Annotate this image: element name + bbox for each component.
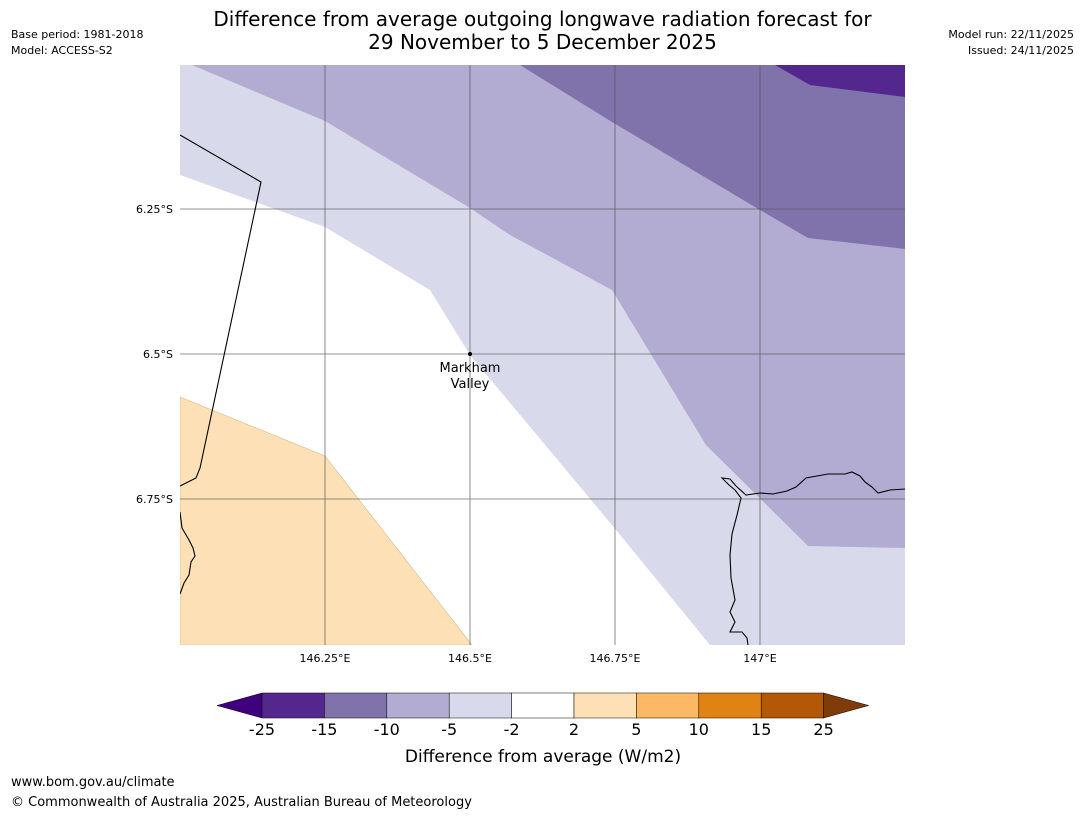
- legend-tick-label: -5: [441, 720, 457, 739]
- footer-url[interactable]: www.bom.gov.au/climate: [11, 775, 175, 790]
- chart-title: Difference from average outgoing longwav…: [0, 8, 1085, 54]
- coastline-east: [720, 471, 905, 645]
- markham-valley-marker[interactable]: [468, 352, 472, 356]
- model-name: Model: ACCESS-S2: [11, 44, 113, 57]
- province-border-line: [180, 134, 262, 487]
- legend-label: Difference from average (W/m2): [405, 747, 681, 767]
- place-label-line-1: Markham: [440, 361, 501, 376]
- footer-copyright: © Commonwealth of Australia 2025, Austra…: [11, 795, 472, 810]
- legend-tick-label: -25: [249, 720, 275, 739]
- place-label-line-2: Valley: [451, 377, 490, 392]
- meta-left: Base period: 1981-2018 Model: ACCESS-S2: [11, 27, 143, 59]
- model-run: Model run: 22/11/2025: [948, 28, 1074, 41]
- legend-tick-label: 25: [813, 720, 833, 739]
- legend-swatch-min: [216, 692, 263, 719]
- lon-label-146-75: 146.75°E: [590, 652, 641, 665]
- title-line-1: Difference from average outgoing longwav…: [213, 7, 872, 31]
- legend-swatch: [760, 692, 824, 719]
- meta-right: Model run: 22/11/2025 Issued: 24/11/2025: [948, 27, 1074, 59]
- legend-swatch: [324, 692, 388, 719]
- lat-axis: 6.25°S 6.5°S 6.75°S: [136, 203, 173, 506]
- lat-label-6-75: 6.75°S: [136, 493, 173, 506]
- contour-band-2-5: [180, 396, 473, 645]
- legend-swatches: [216, 692, 870, 719]
- legend-swatch: [636, 692, 700, 719]
- contour-band-minus15-minus10: [520, 65, 905, 249]
- color-legend: -25 -15 -10 -5 -2 2 5 10 15 25 Difference from av…: [216, 692, 870, 767]
- lat-label-6-5: 6.5°S: [143, 348, 173, 361]
- title-line-2: 29 November to 5 December 2025: [368, 30, 717, 54]
- grid-lines: [180, 65, 905, 645]
- lon-label-146-25: 146.25°E: [300, 652, 351, 665]
- legend-tick-label: -2: [504, 720, 520, 739]
- legend-swatch: [573, 692, 637, 719]
- lon-axis: 146.25°E 146.5°E 146.75°E 147°E: [300, 652, 777, 665]
- legend-swatch: [698, 692, 762, 719]
- legend-tick-labels: -25 -15 -10 -5 -2 2 5 10 15 25: [249, 720, 834, 739]
- contour-band-minus25-minus15: [775, 65, 905, 97]
- legend-tick-label: -15: [311, 720, 337, 739]
- legend-tick-label: 15: [751, 720, 771, 739]
- issued-date: Issued: 24/11/2025: [967, 44, 1074, 57]
- legend-tick-label: 5: [631, 720, 641, 739]
- legend-swatch: [511, 692, 575, 719]
- coastline-west: [180, 511, 196, 595]
- lon-label-147: 147°E: [743, 652, 776, 665]
- lat-label-6-25: 6.25°S: [136, 203, 173, 216]
- base-period: Base period: 1981-2018: [11, 28, 144, 41]
- lon-label-146-5: 146.5°E: [448, 652, 492, 665]
- legend-tick-label: 10: [689, 720, 709, 739]
- legend-tick-label: 2: [569, 720, 579, 739]
- legend-swatch: [386, 692, 450, 719]
- legend-swatch: [261, 692, 325, 719]
- map-area[interactable]: Markham Valley: [180, 65, 905, 645]
- legend-tick-label: -10: [374, 720, 400, 739]
- legend-swatch-max: [823, 692, 870, 719]
- legend-swatch: [448, 692, 512, 719]
